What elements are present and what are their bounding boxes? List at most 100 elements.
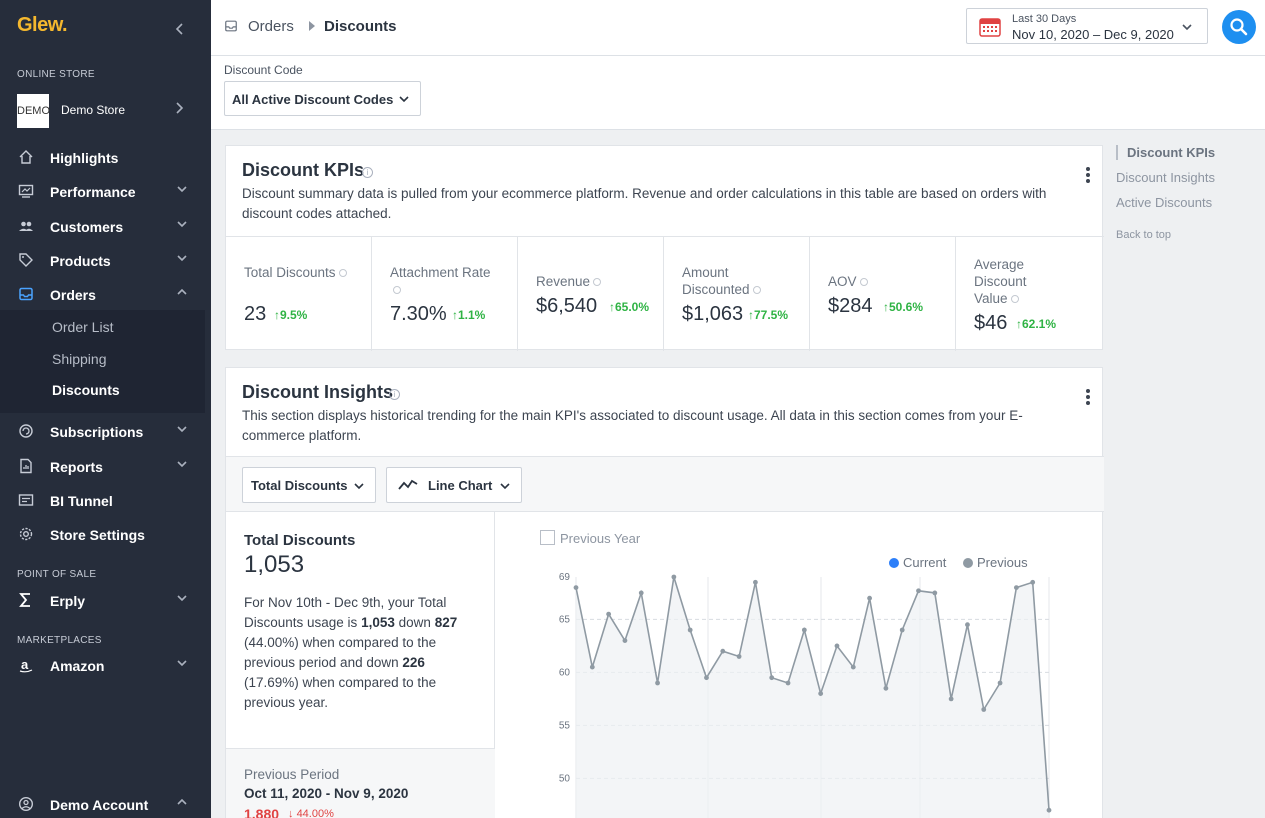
info-icon[interactable]	[593, 278, 602, 287]
summary-value: 1,053	[244, 551, 305, 578]
data-point	[606, 611, 612, 617]
chart-type-select[interactable]: Line Chart	[386, 467, 522, 503]
discount-kpis-card: Discount KPIs i Discount summary data is…	[225, 145, 1104, 351]
sidebar-item-bi-tunnel[interactable]: BI Tunnel	[0, 484, 205, 518]
legend-label: Previous	[977, 555, 1028, 570]
toc-item-discount-insights[interactable]: Discount Insights	[1116, 170, 1215, 185]
sidebar-item-customers[interactable]: Customers	[0, 210, 205, 244]
data-point	[867, 595, 872, 601]
kpi-label: Revenue	[536, 273, 646, 290]
summary-text-part: (44.00%) when compared to the previous p…	[244, 635, 437, 670]
previous-period-delta: ↓ 44.00%	[288, 808, 334, 818]
previous-period-label: Previous Period	[244, 767, 340, 782]
home-icon	[19, 150, 33, 164]
breadcrumb-separator-icon	[309, 21, 315, 31]
discount-code-label: Discount Code	[224, 63, 303, 77]
metric-select-value: Total Discounts	[251, 478, 348, 493]
chevron-down-icon	[1182, 24, 1192, 31]
subscriptions-icon	[19, 424, 33, 438]
y-tick-label: 69	[559, 572, 571, 583]
store-name: Demo Store	[61, 103, 126, 117]
data-point	[720, 648, 726, 654]
sidebar-item-label: Store Settings	[50, 527, 145, 543]
store-selector[interactable]: DEMO Demo Store	[17, 94, 197, 128]
line-chart: 455055606569	[559, 572, 1052, 818]
data-point	[1013, 585, 1019, 590]
glew-logo[interactable]: Glew.	[17, 14, 68, 36]
legend-current[interactable]: Current	[889, 555, 946, 570]
kpi-delta: ↑9.5%	[274, 308, 308, 322]
summary-text-part: For Nov 10th - Dec 9th, your Total Disco…	[244, 595, 447, 630]
orders-submenu: Order List Shipping Discounts	[0, 310, 205, 413]
kpi-amount-discounted: Amount Discounted $1,063 ↑77.5%	[664, 237, 810, 351]
previous-period-delta-value: 44.00%	[296, 808, 334, 818]
discount-code-select[interactable]: All Active Discount Codes	[224, 81, 421, 116]
summary-current-value: 1,053	[361, 615, 395, 630]
legend-dot-current	[889, 558, 899, 568]
y-tick-label: 50	[559, 773, 571, 784]
amazon-icon: a	[19, 657, 33, 673]
data-point	[981, 707, 987, 712]
legend-previous[interactable]: Previous	[963, 555, 1028, 570]
account-menu[interactable]: Demo Account	[0, 788, 211, 816]
kpi-delta-value: 50.6%	[889, 300, 924, 314]
sidebar-item-highlights[interactable]: Highlights	[0, 141, 205, 175]
data-point	[753, 579, 758, 585]
kpi-delta-value: 1.1%	[458, 308, 486, 322]
collapse-sidebar-icon[interactable]	[175, 22, 185, 38]
data-point	[818, 691, 824, 696]
date-preset-label: Last 30 Days	[1012, 13, 1077, 25]
inbox-icon	[19, 287, 33, 301]
kpi-label-text: Revenue	[536, 274, 591, 289]
info-icon[interactable]	[1010, 295, 1019, 304]
kpi-delta: ↑77.5%	[748, 308, 789, 322]
data-point	[704, 675, 709, 681]
back-to-top-link[interactable]: Back to top	[1116, 229, 1172, 241]
sidebar-item-products[interactable]: Products	[0, 244, 205, 278]
previous-year-label: Previous Year	[560, 531, 641, 546]
breadcrumb-orders[interactable]: Orders	[248, 18, 294, 35]
toc-item-discount-kpis[interactable]: Discount KPIs	[1116, 145, 1215, 160]
date-range-picker[interactable]: Last 30 Days Nov 10, 2020 – Dec 9, 2020	[966, 8, 1208, 44]
sidebar-item-subscriptions[interactable]: Subscriptions	[0, 415, 205, 449]
header: Orders Discounts Last 30 Days Nov 10, 20…	[211, 0, 1265, 56]
search-button[interactable]	[1222, 10, 1256, 44]
info-icon[interactable]	[752, 286, 761, 295]
bi-tunnel-icon	[18, 494, 34, 506]
sidebar-item-store-settings[interactable]: Store Settings	[0, 518, 205, 552]
chevron-right-icon	[175, 99, 185, 120]
report-icon	[20, 458, 32, 474]
legend-label: Current	[903, 555, 947, 570]
submenu-item-shipping[interactable]: Shipping	[52, 351, 107, 367]
info-icon[interactable]	[859, 278, 868, 287]
previous-year-checkbox[interactable]	[540, 530, 555, 545]
sidebar-item-performance[interactable]: Performance	[0, 175, 205, 209]
filter-bar: Discount Code All Active Discount Codes	[211, 56, 1265, 130]
chevron-down-icon	[177, 461, 187, 468]
info-icon[interactable]: i	[362, 167, 373, 178]
submenu-item-discounts[interactable]: Discounts	[52, 382, 120, 398]
sidebar-item-orders[interactable]: Orders	[0, 278, 205, 312]
sidebar-item-amazon[interactable]: a Amazon	[0, 649, 205, 683]
data-point	[948, 696, 954, 702]
chevron-down-icon	[177, 660, 187, 667]
info-icon[interactable]	[338, 269, 347, 278]
y-tick-label: 55	[559, 720, 571, 731]
sidebar-item-reports[interactable]: Reports	[0, 450, 205, 484]
gear-icon	[19, 527, 33, 541]
card-title: Discount Insights	[242, 382, 394, 402]
info-icon[interactable]: i	[389, 389, 400, 400]
toc-item-active-discounts[interactable]: Active Discounts	[1116, 195, 1213, 210]
submenu-item-order-list[interactable]: Order List	[52, 319, 114, 335]
sidebar-item-erply[interactable]: Erply	[0, 584, 205, 618]
calendar-icon	[979, 18, 1001, 37]
kpi-label: Attachment Rate	[390, 264, 500, 298]
data-point	[997, 680, 1003, 686]
svg-text:a: a	[21, 657, 29, 672]
info-icon[interactable]	[393, 286, 401, 295]
more-options-icon[interactable]	[1086, 167, 1090, 183]
more-options-icon[interactable]	[1086, 389, 1090, 405]
kpi-delta-value: 9.5%	[280, 308, 308, 322]
kpi-label-text: Average Discount Value	[974, 257, 1027, 306]
metric-select[interactable]: Total Discounts	[242, 467, 376, 503]
